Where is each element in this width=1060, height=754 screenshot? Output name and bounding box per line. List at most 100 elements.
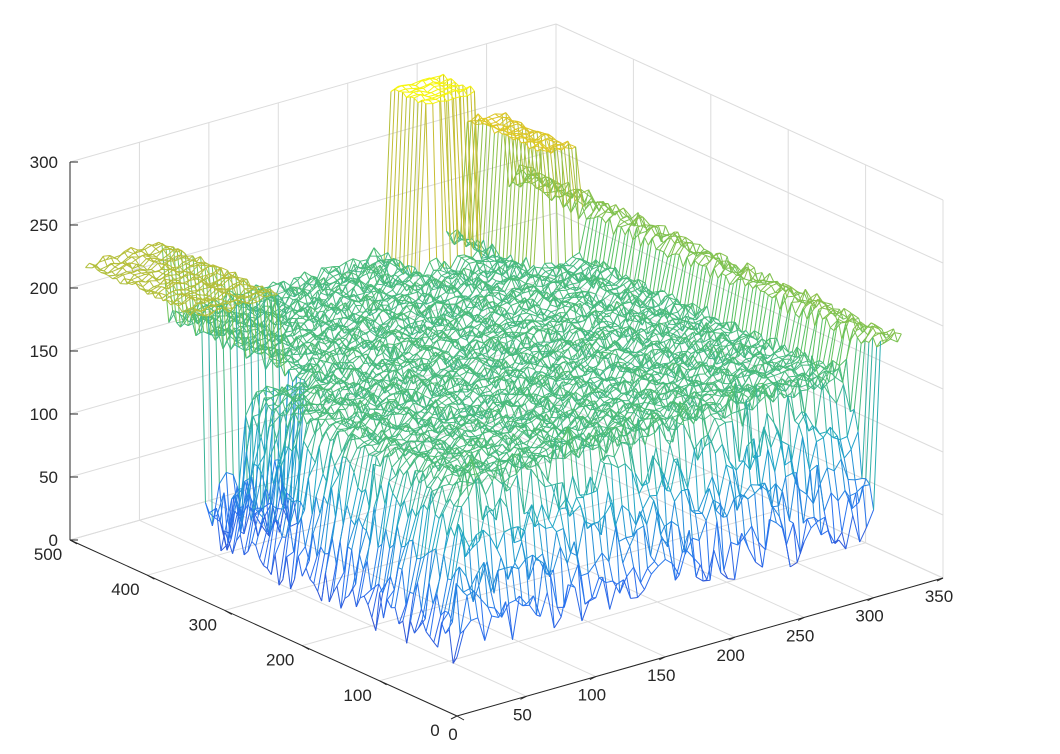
mesh-segment [228, 278, 234, 285]
mesh-segment [124, 278, 132, 281]
mesh-segment [332, 266, 337, 269]
mesh-segment [410, 337, 418, 340]
mesh-segment [166, 245, 174, 248]
mesh-segment [385, 308, 393, 313]
mesh-segment [600, 202, 609, 207]
mesh-segment [546, 138, 554, 142]
mesh-segment [367, 286, 373, 293]
mesh-segment [442, 303, 450, 306]
mesh-segment [597, 201, 605, 204]
mesh-segment [190, 290, 198, 292]
mesh-segment [230, 344, 235, 350]
mesh-segment [432, 100, 440, 105]
mesh-segment [456, 267, 465, 279]
mesh-segment [391, 300, 400, 320]
mesh-segment [419, 293, 428, 310]
mesh-segment [526, 264, 535, 273]
mesh-segment [564, 147, 572, 150]
mesh-segment [463, 85, 471, 90]
mesh-segment [178, 281, 187, 285]
y-tick-mark [301, 645, 310, 651]
mesh-segment [380, 304, 386, 313]
mesh-segment [448, 296, 456, 301]
mesh-segment [572, 281, 580, 285]
mesh-segment [651, 237, 657, 250]
mesh-segment [414, 281, 420, 300]
mesh-segment [130, 269, 138, 274]
mesh-segment [339, 317, 347, 319]
mesh-segment [272, 281, 278, 285]
mesh-segment [172, 310, 180, 314]
mesh-segment [385, 308, 391, 320]
mesh-segment [578, 208, 587, 220]
mesh-segment [585, 201, 590, 210]
mesh-segment [536, 145, 544, 149]
mesh-segment [295, 312, 300, 317]
mesh-segment [298, 282, 306, 289]
mesh-segment [450, 317, 455, 320]
mesh-segment [282, 318, 290, 327]
mesh-segment [504, 259, 509, 269]
mesh-segment [353, 312, 361, 317]
mesh-segment [312, 283, 321, 291]
x-tick-mark [936, 577, 944, 582]
mesh-segment [365, 295, 371, 316]
mesh-segment [150, 257, 155, 263]
mesh-segment [448, 272, 457, 277]
mesh-segment [193, 280, 201, 288]
mesh-segment [382, 336, 387, 339]
mesh-segment [103, 255, 111, 257]
mesh-segment [387, 295, 395, 302]
mesh-segment [353, 314, 362, 323]
mesh-segment [329, 325, 335, 341]
mesh-segment [149, 280, 154, 288]
mesh-segment [231, 271, 236, 278]
mesh-segment [383, 284, 392, 289]
mesh-segment [290, 324, 299, 335]
x-tick-mark [728, 636, 735, 641]
mesh-segment [532, 146, 538, 152]
mesh-segment [305, 290, 311, 297]
floor-gridline-x [278, 480, 666, 658]
mesh-segment [543, 146, 549, 153]
mesh-segment [373, 275, 382, 287]
mesh-segment [389, 274, 395, 283]
mesh-segment [124, 256, 133, 263]
mesh-segment [383, 295, 391, 301]
mesh-segment [597, 215, 603, 219]
mesh-segment [293, 324, 299, 336]
mesh-segment [502, 116, 507, 119]
mesh-segment [342, 316, 351, 327]
mesh-segment [177, 299, 182, 305]
mesh-segment [483, 263, 491, 269]
mesh-segment [518, 257, 527, 268]
mesh-segment [158, 270, 164, 275]
mesh-segment [325, 267, 330, 274]
mesh-segment [420, 94, 426, 101]
mesh-segment [352, 287, 358, 296]
mesh-segment [170, 274, 175, 280]
mesh-segment [446, 101, 451, 269]
mesh-segment [156, 280, 161, 285]
mesh-segment [378, 290, 386, 295]
mesh-segment [119, 278, 125, 284]
mesh-segment [426, 86, 435, 93]
mesh-segment [461, 316, 467, 328]
floor-gridline-y [224, 471, 711, 611]
x-tick-mark [589, 676, 597, 681]
mesh-segment [179, 312, 184, 322]
mesh-segment [170, 257, 176, 262]
mesh-segment [410, 93, 418, 98]
mesh-segment [123, 272, 131, 276]
mesh-segment [559, 290, 564, 299]
mesh-segment [136, 263, 144, 267]
mesh-segment [344, 272, 350, 282]
mesh-segment [144, 244, 153, 250]
mesh-segment [463, 89, 468, 97]
mesh-segment [335, 266, 340, 271]
floor-gridline-x [486, 421, 874, 599]
mesh-segment [424, 336, 430, 345]
mesh-segment [588, 189, 594, 202]
mesh-segment [486, 133, 495, 258]
mesh-segment [338, 306, 344, 318]
